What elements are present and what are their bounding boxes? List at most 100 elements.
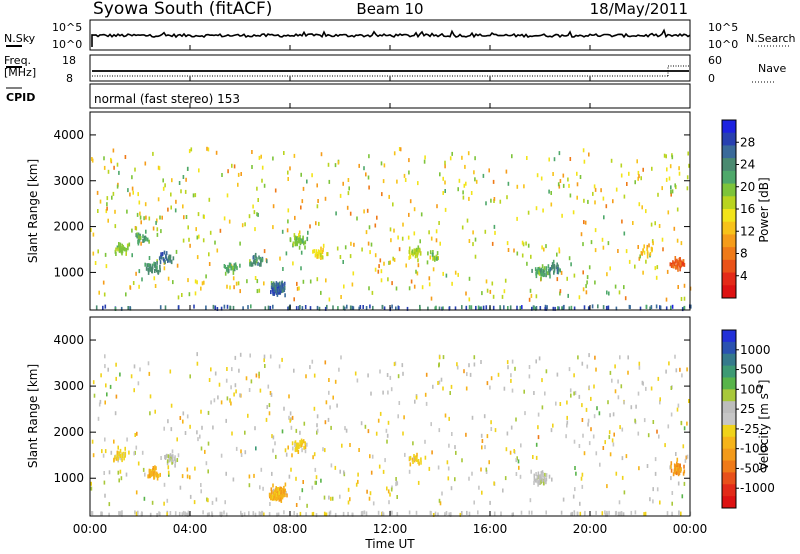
data-point (277, 494, 279, 499)
data-point (561, 213, 563, 218)
data-point (686, 421, 688, 426)
data-point (119, 372, 121, 377)
data-point (148, 256, 151, 260)
data-point (511, 512, 514, 517)
data-point (117, 247, 119, 252)
data-point (104, 252, 107, 257)
data-point (237, 182, 239, 187)
data-point (178, 181, 181, 185)
data-point (648, 243, 650, 248)
data-point (448, 416, 450, 421)
data-point (238, 368, 240, 373)
data-point (165, 256, 168, 261)
data-point (376, 215, 378, 220)
data-point (490, 427, 493, 431)
data-point (383, 163, 386, 168)
data-point (295, 443, 297, 448)
data-point (255, 446, 257, 451)
data-point (205, 461, 208, 466)
data-point (104, 354, 106, 359)
data-point (271, 434, 273, 439)
data-point (366, 489, 368, 494)
data-point (197, 212, 200, 217)
data-point (417, 245, 420, 250)
data-point (574, 487, 576, 492)
data-point (374, 253, 377, 258)
data-point (677, 468, 679, 473)
data-point (607, 241, 610, 246)
data-point (141, 277, 143, 282)
data-point (256, 212, 258, 217)
data-point (643, 512, 645, 517)
colorbar-tick-label: -1000 (740, 481, 775, 495)
data-point (504, 476, 507, 481)
data-point (285, 452, 288, 457)
data-point (92, 232, 95, 237)
data-point (533, 391, 535, 395)
data-point (104, 304, 107, 309)
data-point (404, 452, 406, 457)
data-point (537, 425, 539, 430)
data-point (380, 278, 383, 283)
freq-label-line1: Freq. (4, 54, 31, 67)
data-point (368, 496, 371, 501)
data-point (674, 464, 676, 469)
data-point (293, 297, 295, 302)
data-point (171, 449, 174, 454)
data-point (318, 306, 321, 311)
data-point (681, 373, 683, 378)
data-point (562, 306, 565, 311)
data-point (336, 246, 339, 251)
data-point (298, 239, 300, 244)
data-point (406, 306, 409, 311)
data-point (235, 446, 238, 451)
colorbar-swatch (722, 330, 736, 343)
data-point (365, 230, 368, 235)
data-point (153, 475, 155, 480)
data-point (463, 369, 465, 374)
data-point (379, 258, 382, 263)
data-point (432, 267, 435, 272)
data-point (578, 295, 581, 300)
data-point (135, 511, 138, 516)
data-point (108, 502, 111, 507)
data-point (642, 270, 644, 275)
data-point (295, 428, 298, 433)
data-point (602, 446, 605, 450)
data-point (349, 211, 352, 216)
data-point (283, 282, 285, 287)
data-point (670, 464, 672, 469)
data-point (585, 284, 587, 289)
data-point (309, 224, 311, 229)
data-point (301, 199, 304, 204)
colorbar-swatch (722, 196, 736, 210)
data-point (676, 238, 679, 243)
data-point (159, 472, 161, 477)
data-point (562, 183, 565, 188)
data-point (470, 191, 473, 195)
data-point (268, 403, 271, 408)
data-point (566, 420, 569, 425)
data-point (558, 184, 561, 189)
data-point (437, 465, 440, 470)
data-point (473, 170, 475, 175)
data-point (170, 456, 172, 461)
data-point (428, 276, 431, 281)
data-point (533, 305, 535, 310)
data-point (513, 248, 515, 253)
data-point (544, 306, 546, 311)
data-point (202, 238, 205, 243)
nave-label: Nave (758, 62, 786, 75)
data-point (382, 512, 385, 517)
data-point (582, 242, 584, 247)
data-point (547, 264, 550, 269)
data-point (197, 437, 199, 442)
data-point (207, 410, 210, 415)
data-point (674, 354, 676, 359)
data-point (582, 148, 585, 153)
data-point (393, 151, 396, 156)
data-point (237, 281, 240, 286)
data-point (130, 374, 133, 379)
data-point (444, 164, 446, 169)
data-point (424, 455, 427, 460)
